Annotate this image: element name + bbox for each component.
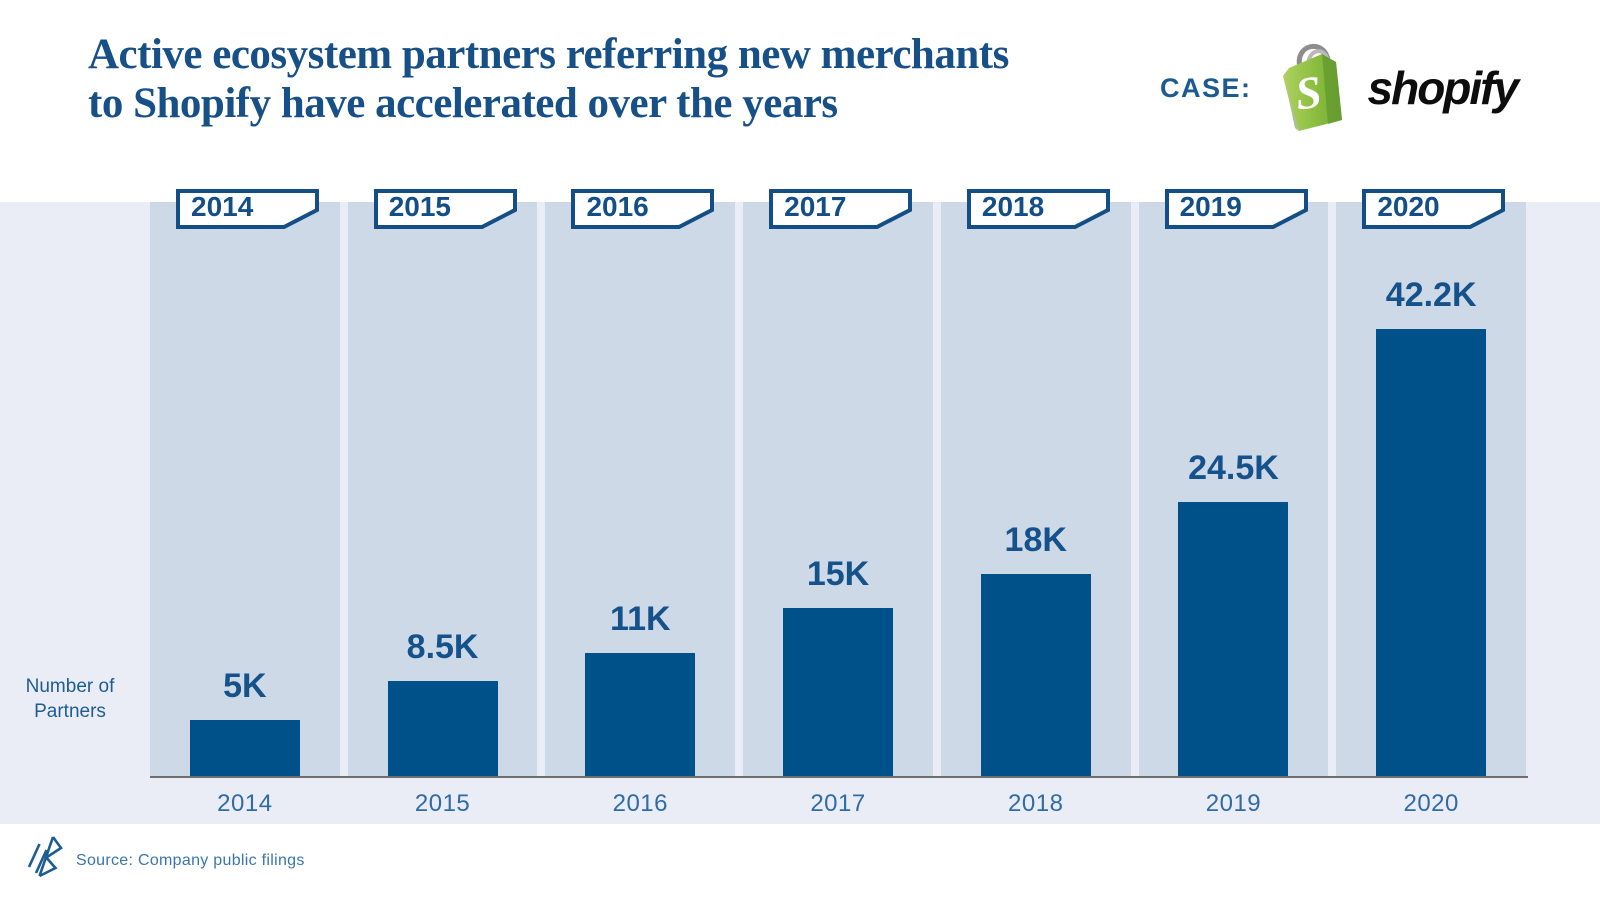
value-label: 15K bbox=[806, 555, 870, 593]
bar-2018 bbox=[980, 574, 1091, 776]
value-label: 11K bbox=[610, 600, 671, 638]
y-axis-label: Number of Partners bbox=[8, 674, 132, 724]
year-tag-2015: 2015 bbox=[373, 189, 517, 229]
footer: Source: Company public filings bbox=[0, 824, 1600, 900]
bar-2019 bbox=[1178, 502, 1289, 776]
year-tag-2018: 2018 bbox=[966, 189, 1110, 229]
bar-2017 bbox=[783, 608, 894, 776]
x-tick-2020: 2020 bbox=[1403, 790, 1459, 817]
value-label: 24.5K bbox=[1188, 449, 1279, 487]
y-axis-label-line-2: Partners bbox=[34, 701, 106, 722]
bar-2014 bbox=[189, 720, 300, 776]
year-tag-2017: 2017 bbox=[769, 189, 913, 229]
tag-shape-icon bbox=[966, 189, 1110, 229]
case-brand-block: CASE: S shopify bbox=[1160, 40, 1520, 137]
source-text: Source: Company public filings bbox=[76, 852, 305, 869]
year-tag-label: 2019 bbox=[1179, 191, 1242, 222]
brand-logo-icon bbox=[24, 829, 64, 884]
svg-text:S: S bbox=[1292, 65, 1324, 119]
case-label: CASE: bbox=[1160, 72, 1252, 103]
shopify-wordmark: shopify bbox=[1367, 62, 1520, 114]
value-label: 8.5K bbox=[406, 628, 479, 666]
bar-2015 bbox=[387, 681, 498, 776]
tag-shape-icon bbox=[1362, 189, 1506, 229]
year-tag-2016: 2016 bbox=[571, 189, 715, 229]
column-2018: 2018 18K bbox=[940, 189, 1131, 776]
bar-2020 bbox=[1376, 329, 1487, 776]
title-line-2: to Shopify have accelerated over the yea… bbox=[88, 80, 838, 127]
x-axis-line bbox=[150, 776, 1528, 778]
tag-shape-icon bbox=[1164, 189, 1308, 229]
bar-2016 bbox=[585, 653, 696, 776]
column-2016: 2016 11K bbox=[545, 189, 736, 776]
year-tag-2019: 2019 bbox=[1164, 189, 1308, 229]
column-2014: 2014 5K bbox=[150, 189, 340, 776]
tag-shape-icon bbox=[373, 189, 517, 229]
bar-columns: 2014 5K 2015 8.5K 2016 11K bbox=[150, 189, 1527, 776]
x-axis-ticks: 2014 2015 2016 2017 2018 2019 2020 bbox=[150, 790, 1526, 818]
shopify-bag-icon: S bbox=[1272, 40, 1348, 137]
tag-shape-icon bbox=[571, 189, 715, 229]
x-tick-2016: 2016 bbox=[612, 790, 668, 817]
x-tick-2017: 2017 bbox=[810, 790, 866, 817]
x-tick-2019: 2019 bbox=[1205, 790, 1262, 817]
year-tag-2020: 2020 bbox=[1362, 189, 1506, 229]
year-tag-label: 2020 bbox=[1377, 191, 1440, 222]
x-tick-2015: 2015 bbox=[414, 790, 471, 817]
y-axis-label-line-1: Number of bbox=[25, 676, 115, 697]
year-tag-label: 2018 bbox=[981, 191, 1045, 222]
value-label: 5K bbox=[223, 667, 267, 705]
year-tag-label: 2014 bbox=[191, 191, 254, 222]
year-tag-label: 2017 bbox=[784, 191, 847, 222]
value-label: 42.2K bbox=[1385, 276, 1477, 314]
chart-area: 2014 5K 2015 8.5K 2016 11K bbox=[0, 189, 1600, 824]
column-2019: 2019 24.5K bbox=[1138, 189, 1329, 776]
column-2017: 2017 15K bbox=[743, 189, 933, 776]
year-tag-label: 2016 bbox=[586, 191, 649, 222]
value-label: 18K bbox=[1004, 521, 1067, 559]
column-2015: 2015 8.5K bbox=[347, 189, 538, 776]
tag-shape-icon bbox=[769, 189, 913, 229]
x-tick-2018: 2018 bbox=[1008, 790, 1064, 817]
page-title: Active ecosystem partners referring new … bbox=[88, 30, 1009, 128]
year-tag-2014: 2014 bbox=[176, 189, 319, 229]
column-2020: 2020 42.2K bbox=[1336, 189, 1527, 776]
title-line-1: Active ecosystem partners referring new … bbox=[88, 31, 1009, 78]
tag-shape-icon bbox=[176, 189, 319, 229]
x-tick-2014: 2014 bbox=[217, 790, 273, 817]
year-tag-label: 2015 bbox=[388, 191, 452, 222]
